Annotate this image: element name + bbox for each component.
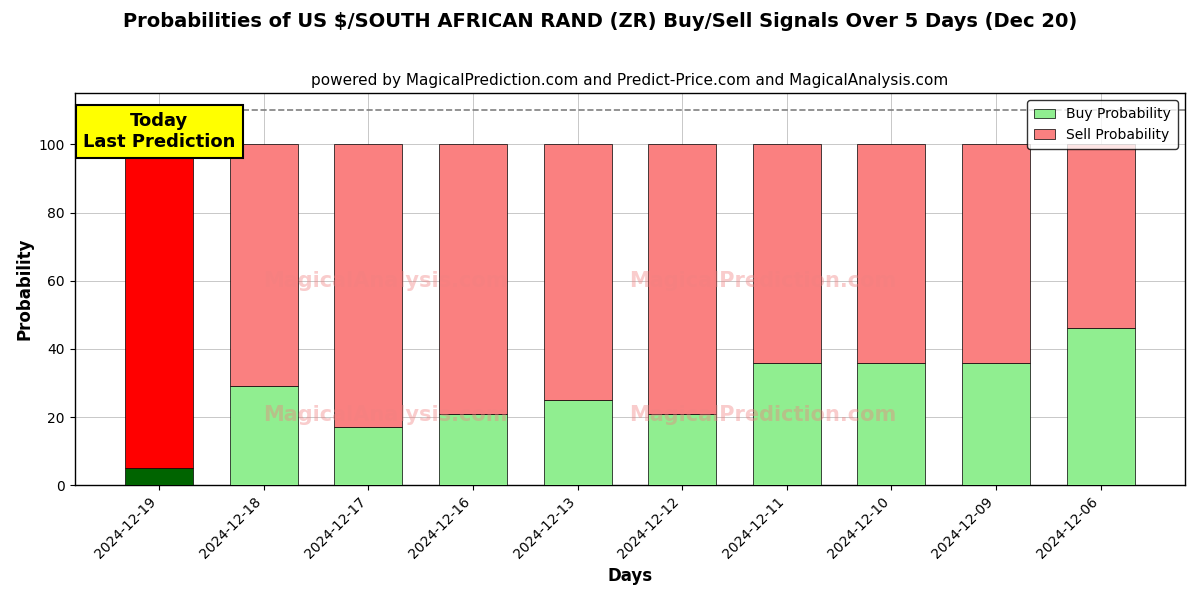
Legend: Buy Probability, Sell Probability: Buy Probability, Sell Probability — [1027, 100, 1178, 149]
Bar — [1067, 328, 1134, 485]
Bar — [544, 400, 612, 485]
Text: MagicalAnalysis.com: MagicalAnalysis.com — [263, 404, 508, 425]
Bar — [125, 145, 193, 468]
Text: Probabilities of US $/SOUTH AFRICAN RAND (ZR) Buy/Sell Signals Over 5 Days (Dec : Probabilities of US $/SOUTH AFRICAN RAND… — [122, 12, 1078, 31]
Text: MagicalPrediction.com: MagicalPrediction.com — [630, 271, 896, 292]
Bar — [857, 145, 925, 362]
Bar — [752, 362, 821, 485]
Title: powered by MagicalPrediction.com and Predict-Price.com and MagicalAnalysis.com: powered by MagicalPrediction.com and Pre… — [311, 73, 948, 88]
Bar — [335, 427, 402, 485]
Text: MagicalAnalysis.com: MagicalAnalysis.com — [263, 271, 508, 292]
Bar — [752, 145, 821, 362]
Text: MagicalPrediction.com: MagicalPrediction.com — [630, 404, 896, 425]
Bar — [857, 362, 925, 485]
Y-axis label: Probability: Probability — [16, 238, 34, 340]
Bar — [962, 362, 1030, 485]
Bar — [1067, 145, 1134, 328]
Bar — [125, 468, 193, 485]
Bar — [439, 413, 506, 485]
Text: Today
Last Prediction: Today Last Prediction — [83, 112, 235, 151]
Bar — [648, 145, 716, 413]
Bar — [229, 386, 298, 485]
Bar — [229, 145, 298, 386]
Bar — [648, 413, 716, 485]
Bar — [962, 145, 1030, 362]
Bar — [544, 145, 612, 400]
X-axis label: Days: Days — [607, 567, 653, 585]
Bar — [335, 145, 402, 427]
Bar — [439, 145, 506, 413]
